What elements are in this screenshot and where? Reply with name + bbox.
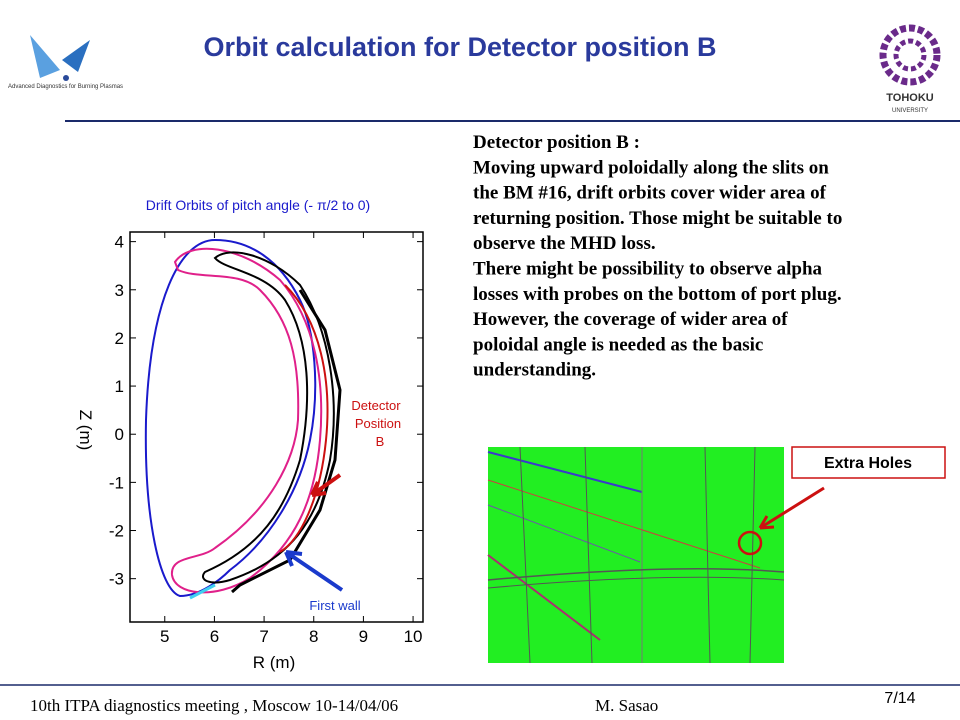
y-axis-label: Z (m) [76, 410, 95, 451]
orbit [279, 284, 329, 553]
y-tick-label: -1 [109, 473, 124, 492]
arrow [310, 473, 342, 497]
plot-title: Drift Orbits of pitch angle (- π/2 to 0) [146, 197, 370, 213]
logo-text: UNIVERSITY [892, 108, 928, 114]
annotation: Position [355, 416, 401, 431]
annotation: First wall [309, 598, 360, 613]
annotation: B [376, 434, 385, 449]
text-line: However, the coverage of wider area of [473, 309, 788, 330]
orbit [170, 247, 323, 594]
text-line: the BM #16, drift orbits cover wider are… [473, 183, 827, 204]
cad-image [487, 446, 785, 664]
x-tick-label: 7 [259, 627, 268, 646]
wall-outline [144, 238, 317, 598]
callout-box [791, 446, 946, 479]
orbits [144, 238, 342, 600]
x-tick-label: 10 [404, 627, 423, 646]
x-axis-label: R (m) [253, 653, 295, 672]
y-tick-label: 3 [115, 281, 124, 300]
y-tick-label: 4 [115, 233, 124, 252]
y-tick-label: -2 [109, 522, 124, 541]
orbit [189, 583, 216, 600]
text-line: observe the MHD loss. [473, 233, 656, 254]
arrow [758, 486, 825, 530]
text-line: Detector position B : [473, 132, 640, 153]
annotation: Detector [351, 398, 401, 413]
text-line: returning position. Those might be suita… [473, 208, 842, 229]
page-number: 7/14 [884, 690, 915, 707]
x-tick-label: 6 [210, 627, 219, 646]
x-tick-label: 5 [160, 627, 169, 646]
y-tick-label: 1 [115, 377, 124, 396]
text-line: Moving upward poloidally along the slits… [473, 157, 829, 178]
x-tick-label: 8 [309, 627, 318, 646]
text-line: understanding. [473, 360, 596, 381]
y-tick-label: 0 [115, 425, 124, 444]
plot: Drift Orbits of pitch angle (- π/2 to 0)… [76, 197, 424, 672]
x-tick-label: 9 [359, 627, 368, 646]
text-line: losses with probes on the bottom of port… [473, 284, 842, 305]
y-tick-label: -3 [109, 570, 124, 589]
text-block: Detector position B : Moving upward poloi… [473, 132, 842, 381]
logo-text: Advanced Diagnostics for Burning Plasmas [8, 84, 123, 90]
logo-right: TOHOKU UNIVERSITY [879, 24, 941, 114]
logo-text: TOHOKU [886, 92, 934, 104]
callout-text: Extra Holes [824, 455, 912, 472]
text-line: poloidal angle is needed as the basic [473, 334, 763, 355]
text-line: There might be possibility to observe al… [473, 259, 823, 280]
footer-author: M. Sasao [595, 696, 658, 715]
footer-meeting: 10th ITPA diagnostics meeting , Moscow 1… [30, 696, 398, 715]
slide-title: Orbit calculation for Detector position … [203, 32, 716, 62]
plot-frame [129, 231, 424, 623]
y-tick-label: 2 [115, 329, 124, 348]
logo-left: Advanced Diagnostics for Burning Plasmas [8, 35, 123, 90]
arrow [284, 550, 344, 592]
